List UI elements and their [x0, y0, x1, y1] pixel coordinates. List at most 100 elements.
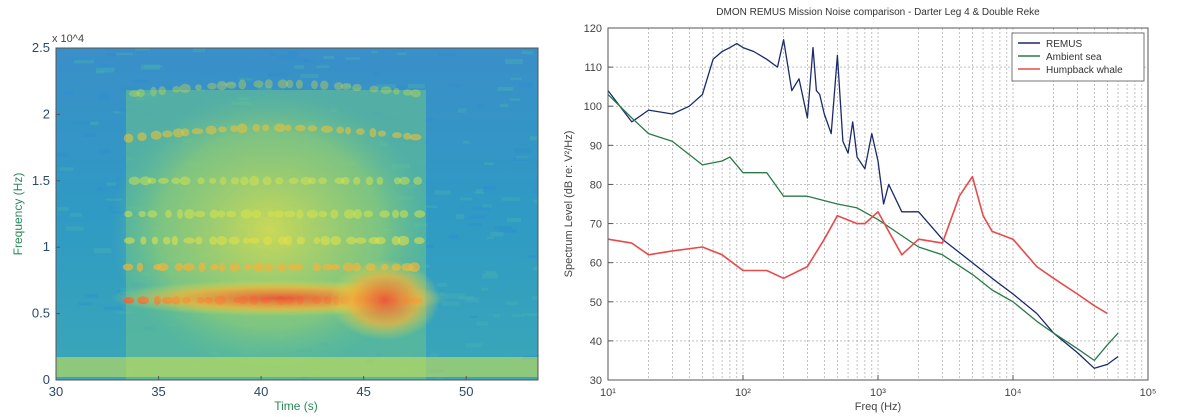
- spectrogram-texture: [435, 377, 444, 380]
- spectrogram-texture: [78, 302, 92, 306]
- harmonic-band-mark: [352, 83, 362, 92]
- spectrogram-texture: [135, 48, 150, 51]
- spectrogram-texture: [490, 232, 504, 237]
- spectrogram-texture: [56, 152, 68, 158]
- harmonic-band-mark: [228, 236, 240, 245]
- harmonic-band-mark: [251, 209, 262, 219]
- harmonic-band-mark: [403, 89, 413, 96]
- harmonic-band-mark: [300, 176, 312, 185]
- spectrogram-texture: [70, 213, 83, 217]
- spectrogram-texture: [71, 122, 90, 125]
- harmonic-band-mark: [240, 209, 253, 219]
- spectrogram-texture: [304, 59, 316, 63]
- spectrogram-texture: [294, 65, 304, 69]
- harmonic-band-mark: [276, 263, 287, 272]
- harmonic-band-mark: [346, 236, 357, 245]
- x-tick-label: 10²: [735, 387, 751, 399]
- harmonic-band-mark: [252, 124, 260, 132]
- spectrogram-texture: [507, 218, 522, 223]
- harmonic-band-mark: [267, 211, 274, 217]
- spectrogram-texture: [424, 205, 438, 208]
- harmonic-band-mark: [195, 236, 203, 245]
- spectrogram-texture: [462, 140, 470, 144]
- harmonic-band-mark: [240, 176, 249, 186]
- spectrogram-texture: [376, 84, 396, 89]
- harmonic-band-mark: [313, 237, 320, 245]
- harmonic-band-mark: [308, 177, 317, 185]
- harmonic-band-mark: [409, 133, 422, 141]
- harmonic-band-mark: [264, 79, 273, 89]
- harmonic-band-mark: [171, 235, 179, 246]
- spectrogram-texture: [484, 162, 494, 166]
- harmonic-band-mark: [123, 237, 135, 244]
- harmonic-band-mark: [128, 176, 140, 185]
- legend-label: Ambient sea: [1046, 52, 1102, 63]
- harmonic-band-mark: [413, 176, 423, 185]
- harmonic-band-mark: [218, 126, 227, 133]
- spectrogram-texture: [106, 182, 116, 186]
- spectrogram-texture: [460, 197, 473, 201]
- y-tick-label: 120: [584, 23, 602, 35]
- y-tick-label: 1.5: [32, 173, 50, 188]
- harmonic-band-mark: [158, 86, 166, 96]
- x-axis-label: Freq (Hz): [855, 401, 901, 413]
- spectrogram-texture: [66, 226, 84, 231]
- spectrogram-texture: [533, 189, 538, 194]
- harmonic-band-mark: [286, 79, 294, 89]
- harmonic-band-mark: [273, 210, 284, 218]
- harmonic-band-mark: [399, 176, 410, 185]
- harmonic-band-mark: [295, 79, 303, 89]
- harmonic-band-mark: [218, 262, 226, 272]
- harmonic-band-mark: [318, 210, 328, 218]
- harmonic-band-mark: [353, 209, 362, 219]
- harmonic-band-mark: [242, 237, 250, 244]
- spectrogram-texture: [448, 234, 459, 239]
- harmonic-band-mark: [392, 132, 402, 139]
- harmonic-band-mark: [194, 210, 206, 218]
- harmonic-band-mark: [198, 262, 206, 272]
- spectrum-chart: DMON REMUS Mission Noise comparison - Da…: [563, 7, 1156, 413]
- spectrogram-texture: [269, 52, 276, 56]
- harmonic-band-mark: [288, 263, 299, 271]
- spectrogram-texture: [144, 65, 163, 68]
- harmonic-band-mark: [128, 90, 140, 97]
- harmonic-band-mark: [403, 132, 412, 140]
- spectrogram-texture: [497, 86, 514, 91]
- harmonic-band-mark: [264, 263, 274, 272]
- y-tick-label: 100: [584, 101, 602, 113]
- harmonic-band-mark: [226, 210, 237, 218]
- harmonic-band-mark: [147, 210, 158, 218]
- harmonic-band-mark: [283, 210, 296, 218]
- y-tick-label: 90: [590, 140, 602, 152]
- spectrogram-texture: [71, 58, 91, 61]
- spectrogram-texture: [98, 149, 111, 154]
- harmonic-band-mark: [288, 177, 299, 184]
- chart-title: DMON REMUS Mission Noise comparison - Da…: [716, 7, 1040, 18]
- spectrogram-texture: [473, 191, 485, 194]
- x-tick-label: 30: [49, 384, 63, 399]
- harmonic-band-mark: [209, 177, 217, 184]
- harmonic-band-mark: [355, 128, 365, 135]
- y-axis-label: Spectrum Level (dB re: V²/Hz): [563, 131, 575, 278]
- spectrogram-texture: [316, 65, 329, 68]
- harmonic-band-mark: [379, 210, 390, 218]
- harmonic-band-mark: [165, 209, 172, 219]
- harmonic-band-mark: [277, 79, 288, 89]
- y-multiplier-label: x 10^4: [52, 33, 84, 45]
- harmonic-band-mark: [207, 82, 217, 90]
- spectrogram-texture: [527, 49, 536, 54]
- y-tick-label: 2: [43, 106, 50, 121]
- harmonic-band-mark: [414, 210, 426, 218]
- harmonic-band-mark: [209, 209, 219, 219]
- x-tick-label: 10⁴: [1005, 387, 1022, 399]
- spectrogram-texture: [103, 306, 123, 310]
- y-tick-label: 110: [584, 62, 602, 74]
- harmonic-band-mark: [150, 86, 157, 97]
- harmonic-band-mark: [156, 263, 169, 272]
- harmonic-band-mark: [179, 83, 191, 93]
- y-tick-label: 40: [590, 336, 602, 348]
- harmonic-band-mark: [236, 123, 248, 134]
- harmonic-band-mark: [343, 209, 355, 219]
- spectrogram-texture: [483, 186, 496, 191]
- spectrogram-texture: [458, 108, 467, 113]
